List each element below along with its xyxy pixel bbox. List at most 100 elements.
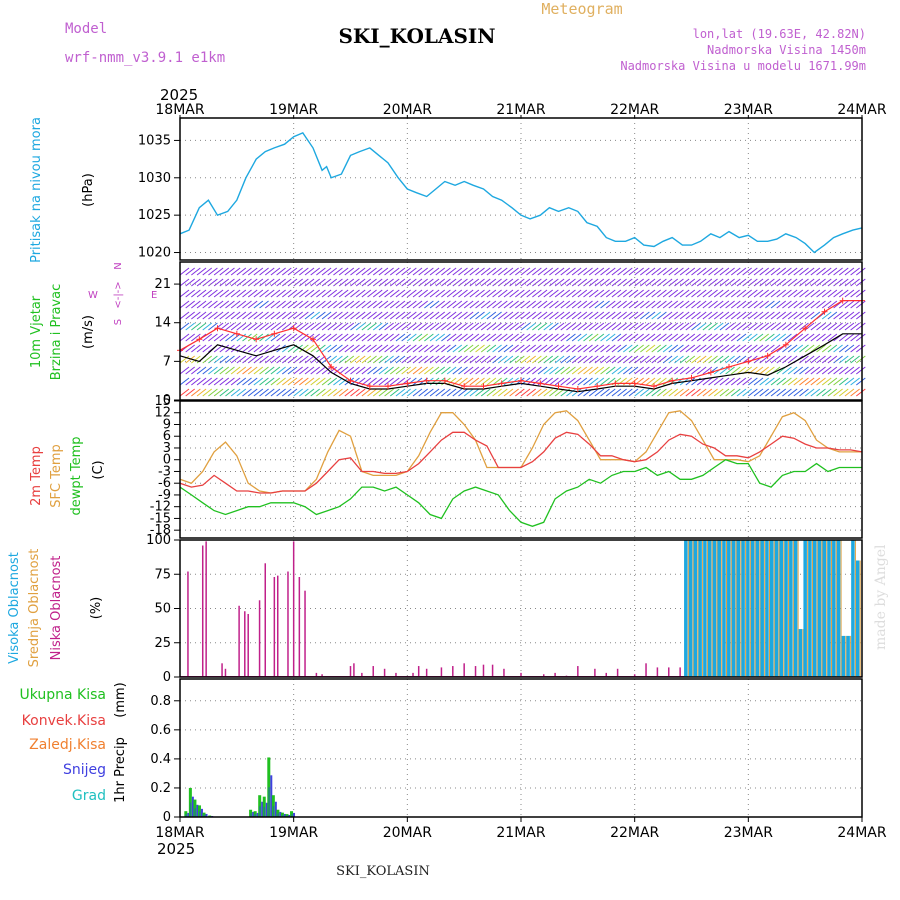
wind-barb (674, 289, 684, 298)
wind-barb (622, 333, 633, 342)
wind-barb (446, 278, 457, 287)
watermark: made by Angel (873, 544, 889, 650)
wind-barb (230, 278, 241, 287)
wind-barb (196, 311, 207, 320)
wind-barb (230, 344, 241, 353)
wind-barb (418, 366, 429, 375)
wind-barb (213, 267, 224, 276)
wind-barb (799, 289, 809, 298)
wind-barb (270, 366, 281, 375)
wind-barb (651, 366, 662, 375)
wind-barb (776, 300, 787, 309)
wind-barb (509, 344, 519, 353)
wind-barb (304, 289, 315, 298)
wind-barb (463, 333, 474, 342)
wind-barb (600, 333, 610, 342)
wind-barb (225, 355, 235, 364)
wind-barb (424, 388, 434, 397)
wind-barb (384, 311, 394, 320)
wind-barb (696, 355, 707, 364)
wind-barb (372, 355, 383, 364)
wind-barb (270, 388, 281, 397)
wind-barb (469, 388, 480, 397)
wind-barb (765, 289, 775, 298)
wind-barb (509, 311, 519, 320)
wind-barb (583, 289, 593, 298)
wind-barb (560, 300, 571, 309)
wind-barb (765, 322, 775, 331)
wind-barb (219, 289, 230, 298)
wind-barb (213, 311, 224, 320)
wind-barb (645, 300, 656, 309)
dewpoint-line (179, 458, 862, 527)
wind-tick-label: 0 (163, 393, 171, 408)
wind-barb (378, 333, 389, 342)
wind-barb (662, 311, 673, 320)
wind-barb (401, 311, 411, 320)
wind-barb (497, 333, 508, 342)
wind-barb (645, 289, 656, 298)
wind-barb (742, 300, 752, 309)
wind-barb (236, 278, 247, 287)
wind-barb (259, 300, 269, 309)
wind-barb (236, 377, 247, 386)
wind-barb (418, 388, 429, 397)
wind-barb (645, 322, 656, 331)
wind-barb (276, 322, 286, 331)
wind-barb (509, 388, 519, 397)
wind-barb (759, 311, 770, 320)
wind-barb (242, 278, 252, 287)
wind-barb (480, 366, 491, 375)
wind-barb (475, 388, 485, 397)
wind-barb (446, 377, 457, 386)
wind-barb (554, 289, 565, 298)
pressure-tick-label: 1035 (138, 133, 171, 148)
wind-barb (571, 278, 582, 287)
wind-barb (281, 278, 292, 287)
wind-barb (515, 278, 525, 287)
wind-barb (310, 289, 321, 298)
precip-bar (262, 796, 266, 817)
precip-tick-label: 0.6 (150, 723, 171, 738)
temp-tick-label: 15 (154, 394, 171, 409)
wind-barb (202, 322, 213, 331)
wind-barb (446, 333, 457, 342)
wind-barb (571, 333, 582, 342)
wind-barb (651, 267, 662, 276)
wind-barb (475, 278, 485, 287)
wind-barb (742, 355, 752, 364)
wind-barb (799, 366, 809, 375)
wind-barb (799, 300, 809, 309)
wind-barb (844, 377, 855, 386)
wind-barb (526, 388, 536, 397)
wind-barb (816, 388, 826, 397)
wind-barb (611, 300, 622, 309)
wind-barb (509, 366, 519, 375)
product-title: Meteogram (541, 0, 622, 18)
cloud-unit-label: (%) (89, 597, 104, 620)
wind-barb (532, 377, 542, 386)
wind-barb (355, 355, 366, 364)
wind-barb (395, 333, 406, 342)
wind-barb (526, 278, 536, 287)
wind-barb (549, 311, 559, 320)
wind-barb (276, 388, 286, 397)
wind-barb (492, 333, 502, 342)
temp2m-axis-label: 2m Temp (29, 446, 44, 506)
wind-barb (821, 355, 832, 364)
wind-barb (293, 300, 303, 309)
wind-barb (651, 322, 662, 331)
wind-barb (463, 311, 474, 320)
wind-barb (446, 322, 457, 331)
wind-barb (787, 311, 798, 320)
wind-barb (333, 289, 343, 298)
wind-barb (384, 333, 394, 342)
wind-barb (594, 355, 605, 364)
wind-barb (526, 366, 536, 375)
wind-barb (600, 278, 610, 287)
wind-barb (844, 289, 855, 298)
wind-barb (270, 333, 281, 342)
wind-barb (588, 311, 599, 320)
wind-barb (469, 289, 480, 298)
pressure-line (179, 132, 863, 254)
